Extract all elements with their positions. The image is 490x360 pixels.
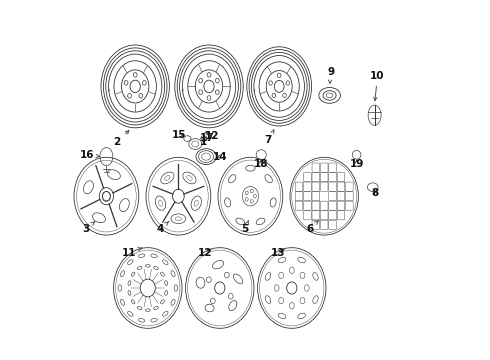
Text: 9: 9: [327, 67, 334, 84]
Text: 7: 7: [265, 130, 274, 145]
Text: 6: 6: [306, 221, 318, 234]
Text: 17: 17: [200, 133, 215, 143]
Text: 14: 14: [213, 152, 227, 162]
Text: 2: 2: [114, 130, 129, 147]
Text: 18: 18: [254, 159, 269, 169]
Text: 16: 16: [80, 150, 100, 160]
Text: 15: 15: [172, 130, 187, 140]
Text: 12: 12: [197, 248, 212, 258]
Text: 8: 8: [372, 188, 379, 198]
Text: 1: 1: [200, 131, 207, 147]
Text: 5: 5: [242, 221, 248, 234]
Text: 4: 4: [157, 221, 169, 234]
Text: 19: 19: [349, 159, 364, 169]
Text: 12: 12: [205, 131, 219, 141]
Text: 10: 10: [370, 71, 385, 101]
Text: 11: 11: [122, 248, 142, 258]
Text: 3: 3: [82, 222, 95, 234]
Text: 13: 13: [271, 248, 285, 258]
